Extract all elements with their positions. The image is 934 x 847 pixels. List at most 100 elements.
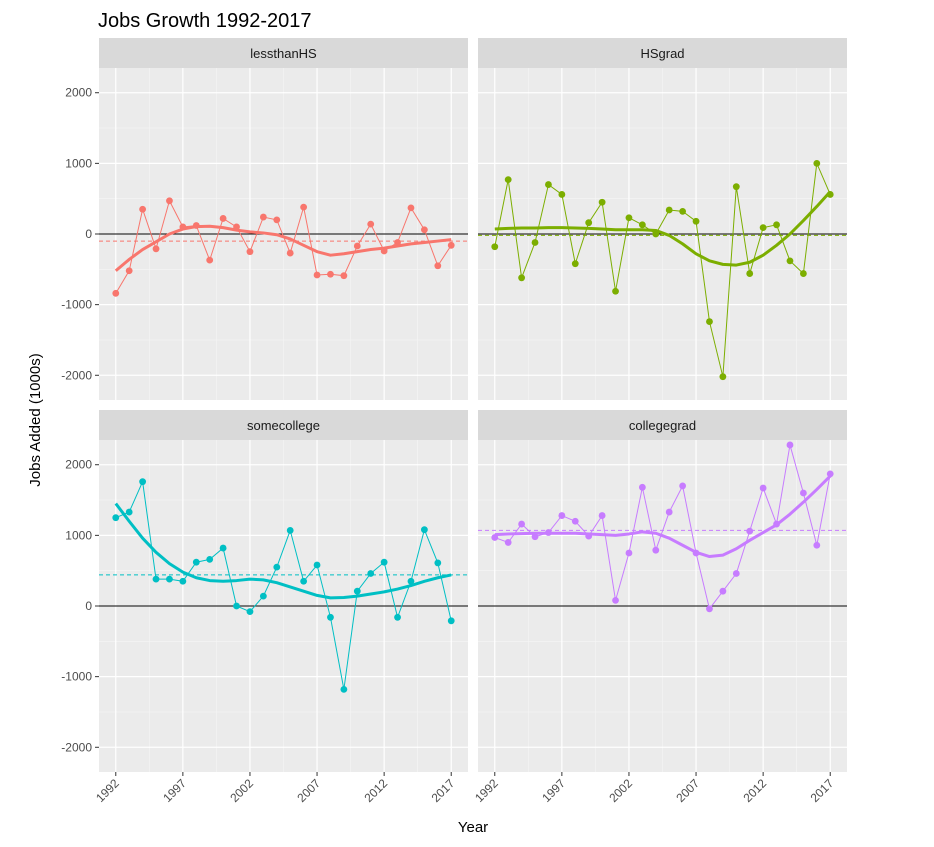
data-point xyxy=(313,561,321,569)
data-point xyxy=(112,289,120,297)
data-point xyxy=(746,270,754,277)
strip-background xyxy=(478,410,847,440)
strip-label: lessthanHS xyxy=(250,46,317,61)
facet-panels: lessthanHS -2000 -1000 0 1000 2000 HSgrad somec… xyxy=(61,38,847,805)
data-point xyxy=(233,602,240,610)
data-point xyxy=(665,206,673,214)
data-point xyxy=(759,484,767,492)
data-point xyxy=(353,242,361,250)
data-point xyxy=(313,271,321,279)
x-tick-label: 1992 xyxy=(472,776,501,805)
data-point xyxy=(434,559,442,567)
data-point xyxy=(531,239,539,246)
data-point xyxy=(327,270,334,278)
data-point xyxy=(179,577,187,585)
data-point xyxy=(259,213,267,221)
data-point xyxy=(192,558,200,566)
data-point xyxy=(625,214,633,222)
data-point xyxy=(558,512,566,519)
data-point xyxy=(286,527,294,534)
y-axis-title: Jobs Added (1000s) xyxy=(27,353,44,486)
data-point xyxy=(612,287,619,295)
strip-label: HSgrad xyxy=(640,46,684,61)
data-point xyxy=(380,558,388,566)
data-point xyxy=(706,605,713,613)
data-point xyxy=(799,489,807,497)
y-tick-label: 2000 xyxy=(65,86,92,100)
x-tick-label: 2007 xyxy=(673,776,702,805)
data-point xyxy=(353,587,361,595)
y-tick-label: 2000 xyxy=(65,458,92,472)
data-point xyxy=(692,217,700,225)
data-point xyxy=(259,592,267,600)
strip-background xyxy=(99,38,468,68)
data-point xyxy=(558,191,566,198)
data-point xyxy=(719,587,727,595)
data-point xyxy=(571,260,579,268)
data-point xyxy=(826,191,834,198)
data-point xyxy=(394,239,401,246)
data-point xyxy=(246,248,254,256)
data-point xyxy=(192,222,200,229)
data-point xyxy=(692,549,700,557)
y-tick-label: -1000 xyxy=(61,670,92,684)
y-tick-label: 1000 xyxy=(65,528,92,542)
strip-background xyxy=(99,410,468,440)
y-tick-label: -2000 xyxy=(61,368,92,382)
panel-HSgrad: HSgrad xyxy=(478,38,847,400)
data-point xyxy=(773,221,780,229)
data-point xyxy=(447,241,455,249)
x-tick-label: 2002 xyxy=(227,776,256,805)
data-point xyxy=(233,223,240,231)
data-point xyxy=(166,197,173,205)
data-point xyxy=(679,482,687,490)
panel-lessthanHS: lessthanHS -2000 -1000 0 1000 2000 xyxy=(61,38,468,400)
data-point xyxy=(732,183,740,191)
data-point xyxy=(773,520,780,528)
data-point xyxy=(491,534,499,541)
y-tick-label: 0 xyxy=(85,227,92,241)
data-point xyxy=(394,613,401,621)
data-point xyxy=(152,575,160,583)
data-point xyxy=(585,219,593,227)
data-point xyxy=(327,613,334,621)
data-point xyxy=(420,226,428,234)
data-point xyxy=(407,577,415,585)
y-tick-label: -1000 xyxy=(61,298,92,312)
data-point xyxy=(367,570,375,577)
data-point xyxy=(434,262,442,270)
data-point xyxy=(491,243,499,251)
x-tick-label: 2017 xyxy=(429,776,458,805)
data-point xyxy=(719,373,727,381)
data-point xyxy=(219,544,227,552)
data-point xyxy=(585,532,593,540)
data-point xyxy=(125,267,133,275)
data-point xyxy=(340,685,348,693)
x-tick-label: 2012 xyxy=(740,776,769,805)
data-point xyxy=(571,517,579,525)
series-line xyxy=(494,444,831,610)
panel-somecollege: somecollege -2000 -1000 0 1000 2000 1992 1997 20… xyxy=(61,410,468,805)
data-point xyxy=(625,549,633,557)
data-point xyxy=(112,514,120,522)
x-tick-label: 1997 xyxy=(160,776,189,805)
data-point xyxy=(407,204,415,212)
data-point xyxy=(786,441,794,449)
data-point xyxy=(300,577,308,585)
data-point xyxy=(504,539,512,546)
data-point xyxy=(665,508,673,516)
data-point xyxy=(706,318,713,325)
data-point xyxy=(340,272,348,280)
data-point xyxy=(300,203,308,211)
data-point xyxy=(152,245,160,253)
x-tick-label: 2007 xyxy=(294,776,323,805)
data-point xyxy=(179,223,187,231)
y-tick-label: 1000 xyxy=(65,156,92,170)
data-point xyxy=(273,563,281,571)
strip-label: collegegrad xyxy=(629,418,696,433)
smooth-line xyxy=(114,224,452,272)
data-point xyxy=(206,555,214,563)
data-point xyxy=(246,608,254,616)
data-point xyxy=(652,230,660,238)
